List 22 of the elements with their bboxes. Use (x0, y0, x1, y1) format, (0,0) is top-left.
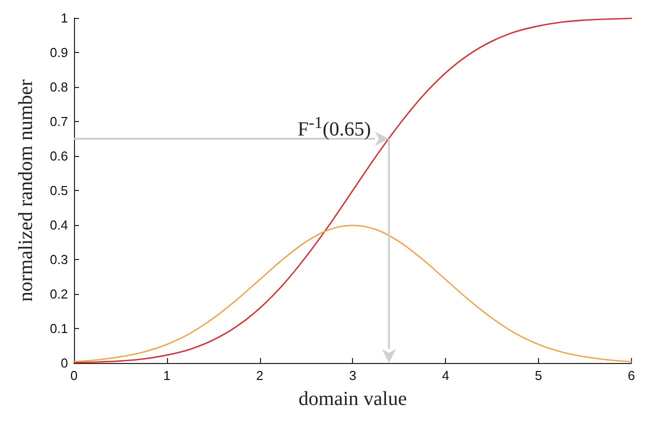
y-tick-label: 1 (60, 10, 68, 26)
y-tick-label: 0.3 (50, 252, 68, 267)
y-tick-label: 0.1 (50, 321, 68, 336)
x-tick-label: 3 (349, 368, 356, 383)
line-series (73, 18, 632, 364)
x-axis-title: domain value (298, 388, 407, 410)
y-tick-label: 0.8 (50, 80, 68, 94)
x-tick-label: 4 (442, 368, 450, 383)
x-tick-label: 5 (534, 368, 542, 383)
y-tick-label: 0.7 (50, 114, 68, 129)
y-tick-label: 0 (60, 356, 68, 370)
x-tick-label: 2 (256, 368, 264, 383)
y-tick-label: 0.2 (50, 286, 68, 302)
annotation: F$^{-1}$(0.65) (298, 112, 371, 142)
y-tick-label: 0.4 (50, 218, 68, 232)
y-tick-label: 0.6 (50, 148, 68, 164)
x-tick-label: 1 (163, 368, 171, 383)
y-tick-label: 0.5 (50, 183, 68, 198)
x-tick-label: 0 (70, 368, 78, 383)
x-tick-label: 6 (628, 368, 635, 383)
y-tick-label: 0.9 (50, 45, 68, 60)
y-axis-title: normalized random number (15, 79, 37, 302)
